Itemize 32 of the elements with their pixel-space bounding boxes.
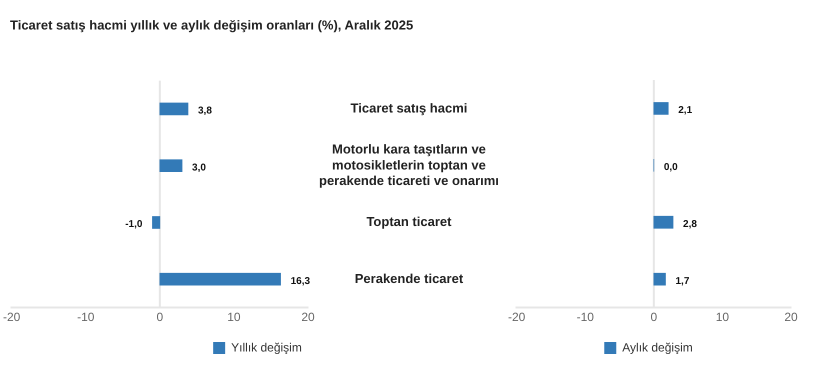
- x-tick-label: -10: [576, 310, 594, 324]
- bar: [152, 216, 160, 229]
- x-tick-label: 0: [156, 310, 164, 324]
- data-label: 0,0: [664, 162, 678, 174]
- x-tick-label: 10: [716, 310, 730, 324]
- x-tick-label: -20: [3, 310, 21, 324]
- bar: [654, 216, 674, 229]
- data-label: 2,1: [678, 105, 693, 116]
- x-tick-label: -10: [77, 310, 95, 324]
- data-label: -1,0: [125, 219, 143, 230]
- bar: [654, 272, 666, 286]
- x-tick-label: 20: [301, 310, 315, 324]
- legend-label: Yıllık değişim: [231, 340, 302, 354]
- y-tick-label: Perakende ticaret: [354, 270, 464, 286]
- x-tick-label: 20: [784, 310, 798, 324]
- chart-title: Ticaret satış hacmi yıllık ve aylık değişim oranları (%), Aralık 2025: [10, 17, 414, 32]
- data-label: 3,0: [192, 162, 206, 174]
- y-tick-label: Motorlu kara taşıtların ve motosikletlerin toptan ve perakende ticareti ve onarımı: [318, 142, 499, 188]
- x-tick-label: 10: [227, 310, 241, 324]
- data-label: 1,7: [675, 276, 690, 287]
- y-tick-label: Toptan ticaret: [366, 214, 452, 230]
- bar: [160, 159, 182, 172]
- data-label: 2,8: [683, 219, 698, 230]
- y-tick-label: Ticaret satış hacmi: [350, 100, 468, 116]
- x-tick-label: -20: [508, 310, 526, 324]
- legend-label: Aylık değişim: [622, 340, 693, 354]
- bar: [654, 102, 669, 115]
- bar: [160, 102, 188, 116]
- data-label: 16,3: [290, 276, 310, 287]
- x-tick-label: 0: [650, 310, 658, 324]
- bar: [160, 272, 281, 286]
- data-label: 3,8: [198, 106, 212, 117]
